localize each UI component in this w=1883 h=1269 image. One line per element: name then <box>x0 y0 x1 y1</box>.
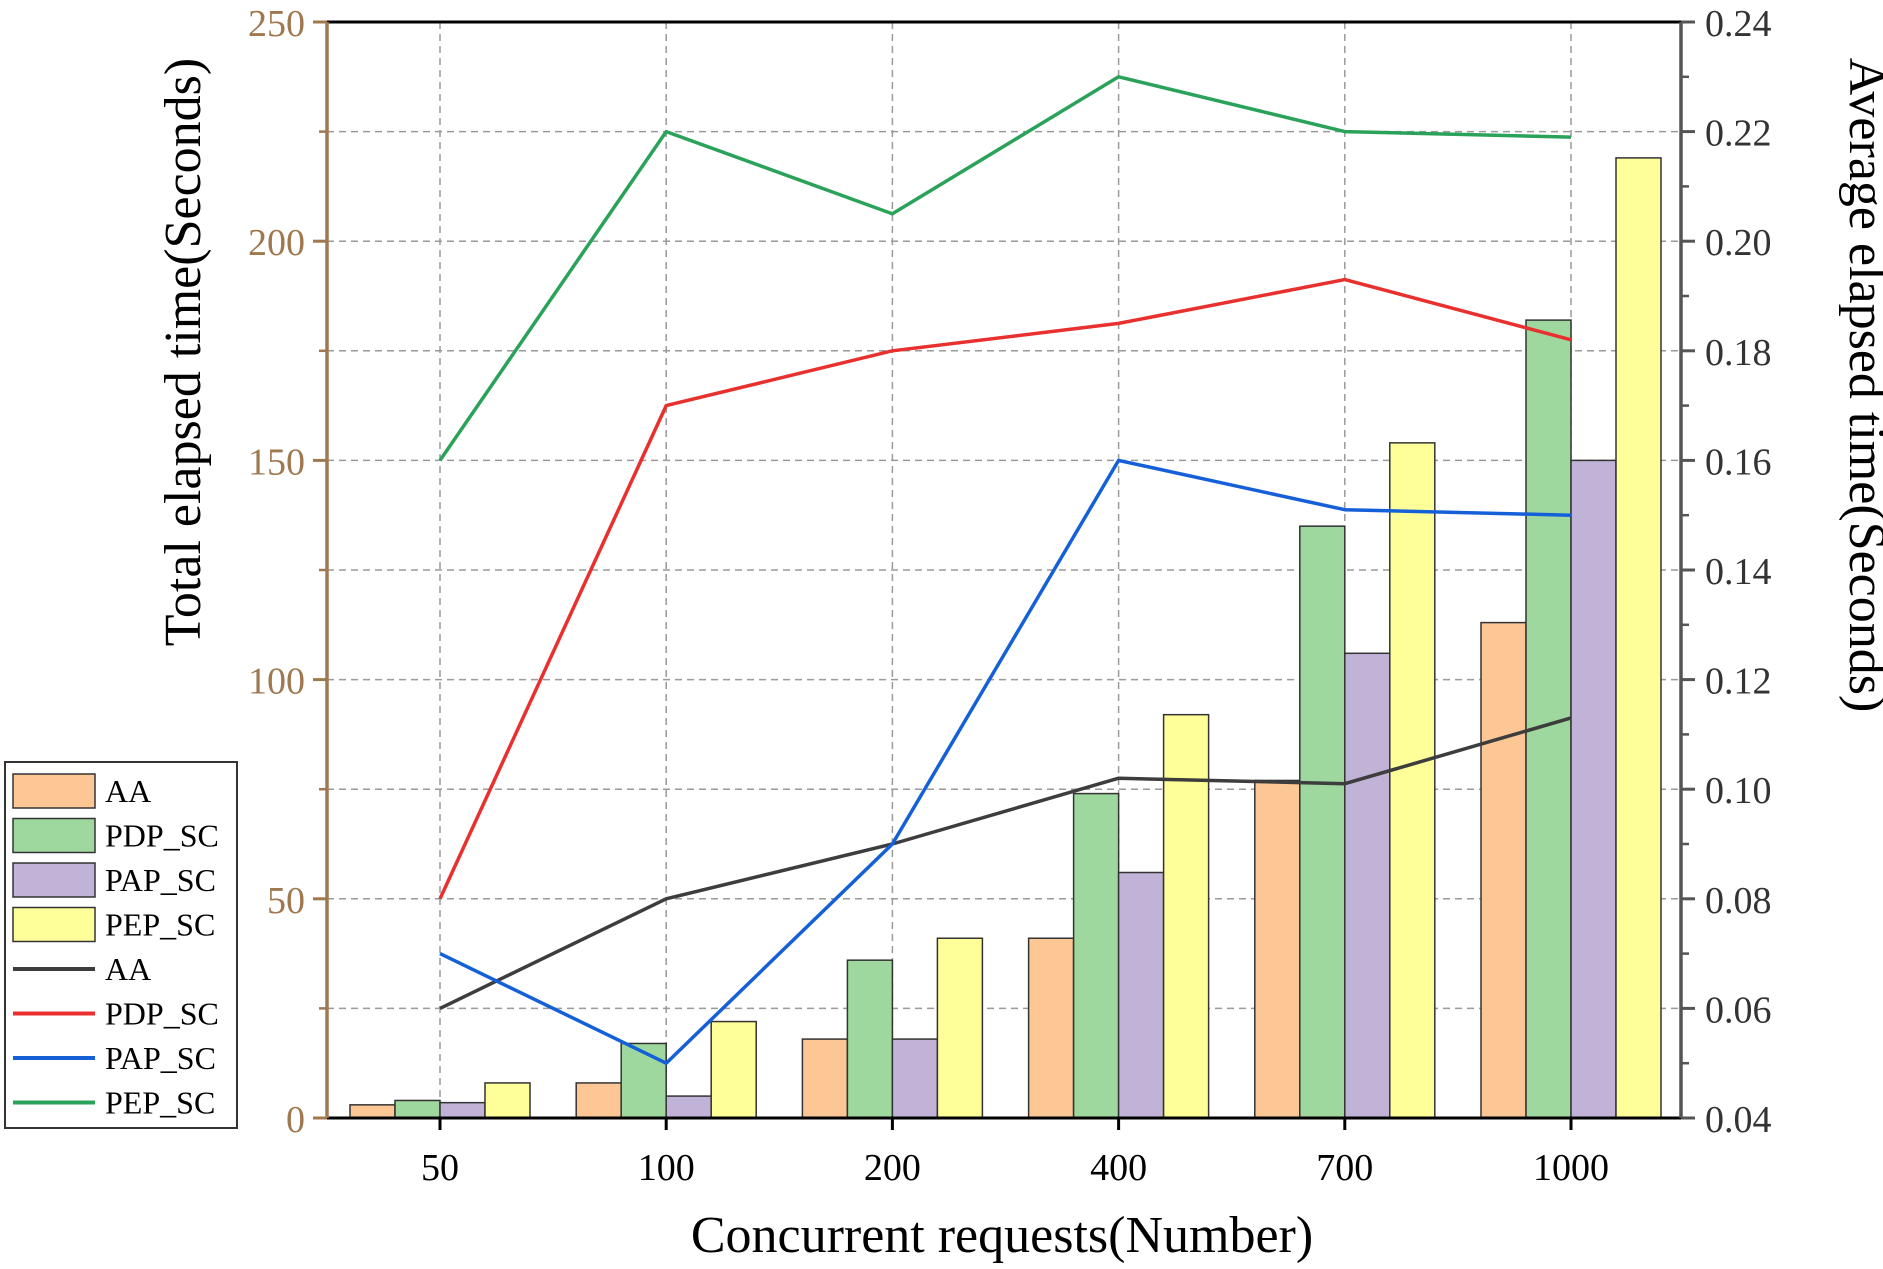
right-tick-label: 0.16 <box>1705 441 1772 483</box>
left-tick-label: 250 <box>248 3 305 45</box>
tick-labels: 0 50 100 150 200 250 0.04 0.06 0.08 0.10 0.12 0.14 0… <box>248 3 1772 1189</box>
right-tick-label: 0.10 <box>1705 770 1772 812</box>
lines <box>438 75 1572 1065</box>
bar-pep-sc-400 <box>1162 713 1210 1119</box>
legend-label: PDP_SC <box>105 818 219 854</box>
right-tick-label: 0.24 <box>1705 3 1772 45</box>
right-tick-label: 0.20 <box>1705 222 1772 264</box>
bar-pdp-sc-50 <box>394 1099 441 1119</box>
legend-label: PEP_SC <box>105 907 215 943</box>
bar-pap-sc-400 <box>1117 871 1165 1119</box>
right-tick-label: 0.06 <box>1705 989 1772 1031</box>
bar-aa-200 <box>801 1038 849 1119</box>
bar-pdp-sc-700 <box>1299 525 1346 1119</box>
x-tick-label: 200 <box>864 1147 921 1189</box>
bar-pap-sc-100 <box>665 1095 712 1119</box>
left-tick-label: 50 <box>267 880 305 922</box>
bar-pep-sc-700 <box>1389 442 1436 1119</box>
y2-axis-label: Average elapsed time(Seconds) <box>1838 58 1883 713</box>
bar-pep-sc-200 <box>936 937 984 1119</box>
x-tick-label: 400 <box>1090 1147 1147 1189</box>
legend: AA PDP_SC PAP_SC PEP_SC AA PDP_SC PAP_SC PEP_SC <box>4 761 238 1129</box>
axes <box>313 20 1695 1130</box>
left-tick-label: 100 <box>248 661 305 703</box>
grid <box>327 22 1681 1118</box>
bar-aa-1000 <box>1480 621 1527 1119</box>
legend-label: PDP_SC <box>105 996 219 1032</box>
legend-swatch-pep-sc <box>12 906 96 943</box>
right-tick-label: 0.22 <box>1705 113 1772 155</box>
bar-pep-sc-100 <box>710 1020 757 1119</box>
legend-label: PEP_SC <box>105 1085 215 1121</box>
left-tick-label: 200 <box>248 222 305 264</box>
bar-pdp-sc-400 <box>1072 792 1120 1119</box>
bar-pap-sc-700 <box>1344 652 1391 1119</box>
bar-pdp-sc-100 <box>620 1042 667 1119</box>
x-axis-label: Concurrent requests(Number) <box>691 1207 1313 1264</box>
legend-swatch-aa <box>12 773 96 809</box>
bar-pep-sc-1000 <box>1615 157 1662 1119</box>
bar-pep-sc-50 <box>484 1082 531 1119</box>
legend-label: PAP_SC <box>105 1040 216 1076</box>
legend-swatch-pap-sc <box>12 862 96 898</box>
bar-aa-100 <box>575 1082 622 1119</box>
bar-aa-400 <box>1027 937 1075 1119</box>
left-tick-label: 0 <box>286 1099 305 1141</box>
legend-label: AA <box>105 951 151 987</box>
legend-swatch-pdp-sc <box>12 817 96 854</box>
y-axis-label: Total elapsed time(Seconds) <box>155 58 212 646</box>
x-tick-label: 50 <box>421 1147 459 1189</box>
legend-label: AA <box>105 773 151 809</box>
bar-aa-50 <box>349 1104 396 1119</box>
line-aa <box>439 716 1572 1010</box>
x-tick-label: 700 <box>1316 1147 1373 1189</box>
x-tick-label: 100 <box>638 1147 695 1189</box>
left-tick-label: 150 <box>248 441 305 483</box>
legend-label: PAP_SC <box>105 862 216 898</box>
x-tick-label: 1000 <box>1533 1147 1609 1189</box>
right-tick-label: 0.14 <box>1705 551 1772 593</box>
line-pap-sc <box>439 458 1572 1065</box>
right-tick-label: 0.12 <box>1705 661 1772 703</box>
bar-pap-sc-50 <box>439 1101 486 1119</box>
bar-pap-sc-1000 <box>1570 459 1617 1119</box>
bar-pap-sc-200 <box>891 1038 939 1119</box>
bars <box>349 157 1662 1119</box>
right-tick-label: 0.04 <box>1705 1099 1772 1141</box>
right-tick-label: 0.08 <box>1705 880 1772 922</box>
bar-aa-700 <box>1254 779 1301 1119</box>
line-pep-sc <box>438 75 1572 462</box>
bar-pdp-sc-200 <box>846 959 894 1119</box>
right-tick-label: 0.18 <box>1705 332 1772 374</box>
line-pdp-sc <box>438 277 1572 900</box>
